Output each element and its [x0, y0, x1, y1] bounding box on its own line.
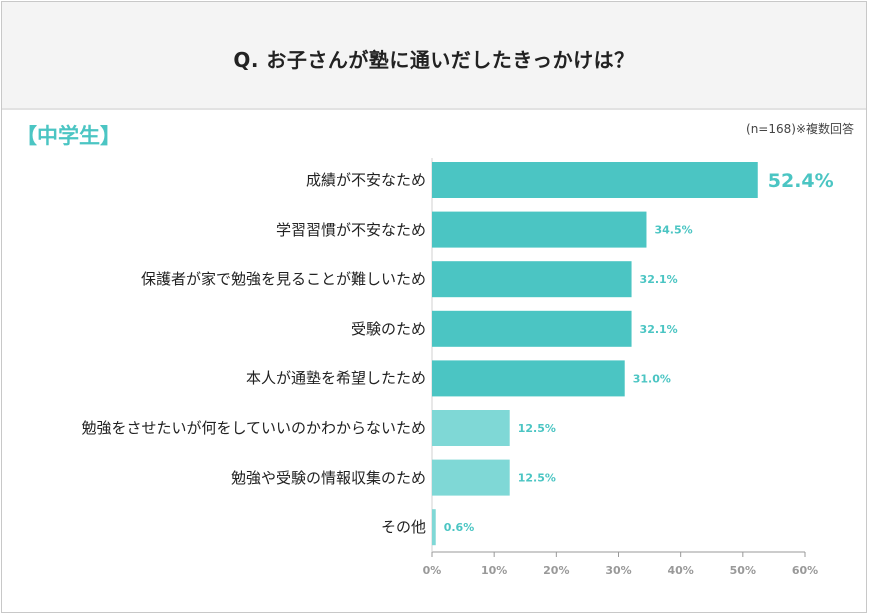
- data-label: 32.1%: [640, 323, 678, 336]
- sample-note: (n=168)※複数回答: [746, 122, 854, 136]
- bar: [432, 509, 436, 546]
- x-tick-label: 40%: [667, 564, 693, 577]
- category-label: 受験のため: [350, 319, 426, 338]
- bar: [432, 310, 632, 347]
- bar: [432, 211, 647, 248]
- x-tick-label: 60%: [792, 564, 818, 577]
- bar: [432, 459, 510, 496]
- bar: [432, 162, 758, 198]
- section-label: 【中学生】: [16, 124, 121, 148]
- bar: [432, 360, 625, 397]
- data-label: 0.6%: [444, 521, 475, 534]
- x-tick-label: 10%: [481, 564, 507, 577]
- category-label: 学習習慣が不安なため: [275, 220, 426, 239]
- bar: [432, 410, 510, 446]
- category-label: 保護者が家で勉強を見ることが難しいため: [140, 270, 426, 289]
- x-tick-label: 50%: [730, 564, 756, 577]
- category-label: その他: [380, 518, 426, 537]
- question-header: Q. お子さんが塾に通いだしたきっかけは？: [2, 2, 866, 110]
- data-label: 12.5%: [518, 422, 556, 435]
- data-label: 34.5%: [654, 224, 692, 237]
- category-label: 勉強や受験の情報収集のため: [230, 468, 426, 487]
- x-tick-label: 30%: [605, 564, 631, 577]
- category-label: 本人が通塾を希望したため: [245, 369, 426, 388]
- data-label: 12.5%: [518, 472, 556, 485]
- data-label: 31.0%: [633, 372, 671, 385]
- x-tick-label: 20%: [543, 564, 569, 577]
- data-label: 32.1%: [640, 273, 678, 286]
- category-label: 勉強をさせたいが何をしていいのかわからないため: [81, 419, 426, 437]
- bar: [432, 261, 632, 298]
- question-title: Q. お子さんが塾に通いだしたきっかけは？: [233, 48, 635, 72]
- data-label: 52.4%: [768, 170, 834, 192]
- category-label: 成績が不安なため: [305, 171, 426, 189]
- x-tick-label: 0%: [423, 564, 442, 577]
